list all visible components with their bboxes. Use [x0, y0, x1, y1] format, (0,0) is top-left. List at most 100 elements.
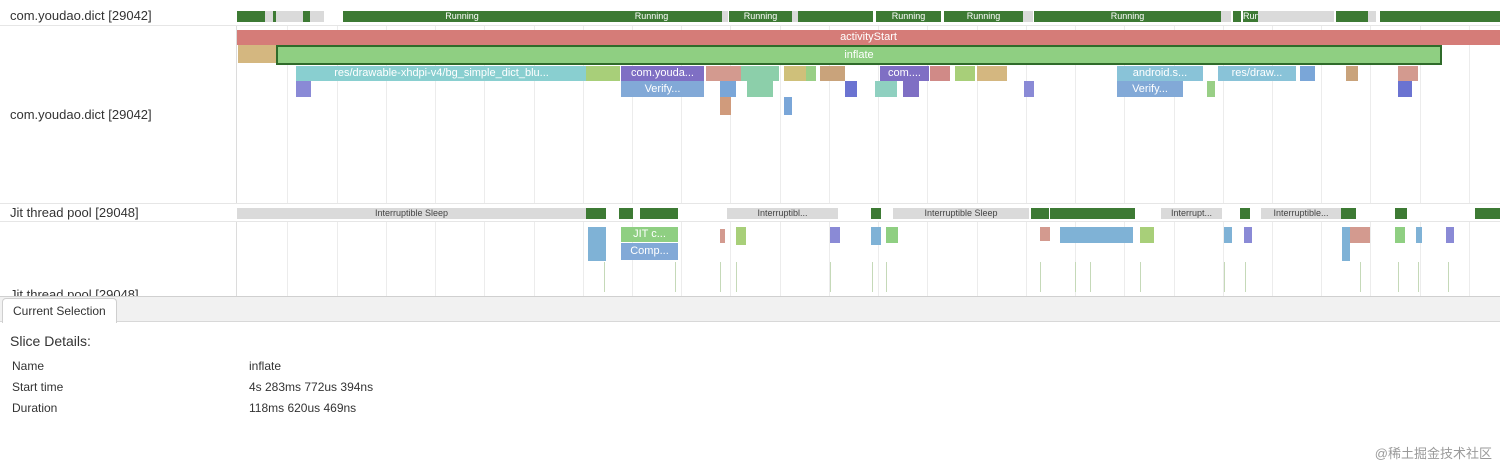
trace-slice[interactable]	[720, 229, 725, 243]
trace-slice[interactable]	[784, 97, 792, 115]
trace-slice[interactable]	[845, 81, 857, 97]
trace-slice[interactable]	[720, 81, 736, 97]
thread-state-running[interactable]	[848, 11, 873, 22]
thread-state-running[interactable]	[1050, 208, 1135, 219]
trace-slice[interactable]	[875, 81, 897, 97]
trace-slice[interactable]	[806, 66, 816, 81]
trace-slice[interactable]	[955, 66, 975, 81]
thread-state-running[interactable]	[586, 208, 606, 219]
thread-state-running[interactable]	[1233, 11, 1241, 22]
thread-state-running[interactable]: Running	[343, 11, 581, 22]
trace-slice[interactable]	[1140, 227, 1154, 243]
trace-slice[interactable]	[1040, 227, 1050, 241]
trace-slice[interactable]	[1398, 81, 1412, 97]
trace-slice[interactable]: android.s...	[1117, 66, 1203, 81]
main-slices-track-label[interactable]: com.youdao.dict [29042]	[10, 107, 152, 122]
trace-slice[interactable]	[903, 81, 919, 97]
trace-slice[interactable]	[784, 66, 806, 81]
thread-state-running[interactable]: Running	[1243, 11, 1258, 22]
track-gutter	[236, 0, 237, 296]
trace-slice[interactable]: Verify...	[621, 81, 704, 97]
thread-state-running[interactable]	[1240, 208, 1250, 219]
trace-slice[interactable]	[1024, 81, 1034, 97]
trace-slice[interactable]: Comp...	[621, 243, 678, 260]
trace-slice[interactable]: JIT c...	[621, 227, 678, 242]
trace-slice[interactable]	[1060, 227, 1133, 243]
jit-slices-track-label[interactable]: Jit thread pool [29048]	[10, 287, 139, 296]
jit-state-track-label[interactable]: Jit thread pool [29048]	[10, 205, 139, 220]
thread-state-sleeping[interactable]	[722, 11, 728, 22]
thread-state-running[interactable]	[1475, 208, 1500, 219]
thread-state-sleeping[interactable]	[1368, 11, 1376, 22]
trace-slice[interactable]	[296, 81, 311, 97]
trace-slice[interactable]	[586, 66, 620, 81]
slice-activity-start[interactable]: activityStart	[237, 30, 1500, 45]
thread-state-running[interactable]	[1336, 11, 1368, 22]
thread-state-sleeping[interactable]	[1258, 11, 1334, 22]
trace-slice[interactable]	[1224, 227, 1232, 243]
main-state-track-label[interactable]: com.youdao.dict [29042]	[10, 8, 152, 23]
thread-state-sleeping[interactable]	[310, 11, 324, 22]
trace-viewer[interactable]: com.youdao.dict [29042] Running Running Ru…	[0, 0, 1500, 296]
trace-slice[interactable]	[736, 227, 746, 245]
trace-slice[interactable]: Verify...	[1117, 81, 1183, 97]
thread-state-sleeping[interactable]	[265, 11, 273, 22]
trace-slice[interactable]	[886, 227, 898, 243]
trace-slice[interactable]	[1342, 227, 1350, 261]
trace-slice[interactable]	[706, 66, 741, 81]
trace-slice[interactable]	[588, 227, 606, 261]
thread-state-running[interactable]	[871, 208, 881, 219]
trace-slice[interactable]	[1207, 81, 1215, 97]
gridline	[534, 0, 535, 296]
thread-state-running[interactable]	[1341, 208, 1356, 219]
trace-slice[interactable]	[747, 81, 773, 97]
thread-state-sleeping[interactable]	[1023, 11, 1033, 22]
thread-state-running[interactable]	[1395, 208, 1407, 219]
thread-state-running[interactable]: Running	[581, 11, 722, 22]
thread-state-running[interactable]	[1031, 208, 1049, 219]
trace-slice[interactable]: com....	[880, 66, 929, 81]
thread-state-running[interactable]	[1380, 11, 1500, 22]
trace-slice[interactable]	[1416, 227, 1422, 243]
trace-slice[interactable]	[930, 66, 950, 81]
thread-state-sleeping[interactable]	[1221, 11, 1231, 22]
thread-state-running[interactable]	[798, 11, 848, 22]
trace-slice[interactable]	[977, 66, 1007, 81]
trace-slice[interactable]: res/draw...	[1218, 66, 1296, 81]
thread-state-sleeping[interactable]: Interruptible Sleep	[893, 208, 1029, 219]
trace-slice[interactable]	[871, 227, 881, 245]
thread-state-sleeping[interactable]: Interruptible Sleep	[237, 208, 586, 219]
thread-state-sleeping[interactable]: Interruptibl...	[727, 208, 838, 219]
trace-slice[interactable]	[238, 45, 276, 63]
gridline	[287, 0, 288, 296]
tab-current-selection[interactable]: Current Selection	[2, 298, 117, 323]
thread-state-running[interactable]: Running	[944, 11, 1023, 22]
thread-state-running[interactable]: Running	[729, 11, 792, 22]
thread-state-sleeping[interactable]	[276, 11, 303, 22]
trace-slice[interactable]	[1446, 227, 1454, 243]
thread-state-running[interactable]: Running	[1034, 11, 1221, 22]
trace-slice[interactable]	[1350, 227, 1370, 243]
trace-slice[interactable]	[741, 66, 779, 81]
trace-slice[interactable]: res/drawable-xhdpi-v4/bg_simple_dict_blu…	[296, 66, 587, 81]
detail-start-time-value: 4s 283ms 772us 394ns	[249, 380, 374, 394]
trace-slice[interactable]	[1300, 66, 1315, 81]
thread-state-running[interactable]	[640, 208, 678, 219]
trace-slice[interactable]	[830, 227, 840, 243]
trace-slice[interactable]	[820, 66, 845, 81]
thread-state-sleeping[interactable]: Interruptible...	[1261, 208, 1341, 219]
thread-state-running[interactable]	[273, 11, 276, 22]
trace-slice[interactable]	[1244, 227, 1252, 243]
thread-state-running[interactable]	[303, 11, 310, 22]
thread-state-running[interactable]	[619, 208, 633, 219]
thread-state-running[interactable]	[237, 11, 265, 22]
thread-state-sleeping[interactable]	[792, 11, 798, 22]
trace-slice[interactable]	[1346, 66, 1358, 81]
trace-slice[interactable]	[1395, 227, 1405, 243]
trace-slice[interactable]: com.youda...	[621, 66, 704, 81]
trace-slice[interactable]	[1398, 66, 1418, 81]
thread-state-running[interactable]: Running	[876, 11, 941, 22]
thread-state-sleeping[interactable]: Interrupt...	[1161, 208, 1222, 219]
slice-inflate-selected[interactable]: inflate	[276, 45, 1442, 65]
trace-slice[interactable]	[720, 97, 731, 115]
